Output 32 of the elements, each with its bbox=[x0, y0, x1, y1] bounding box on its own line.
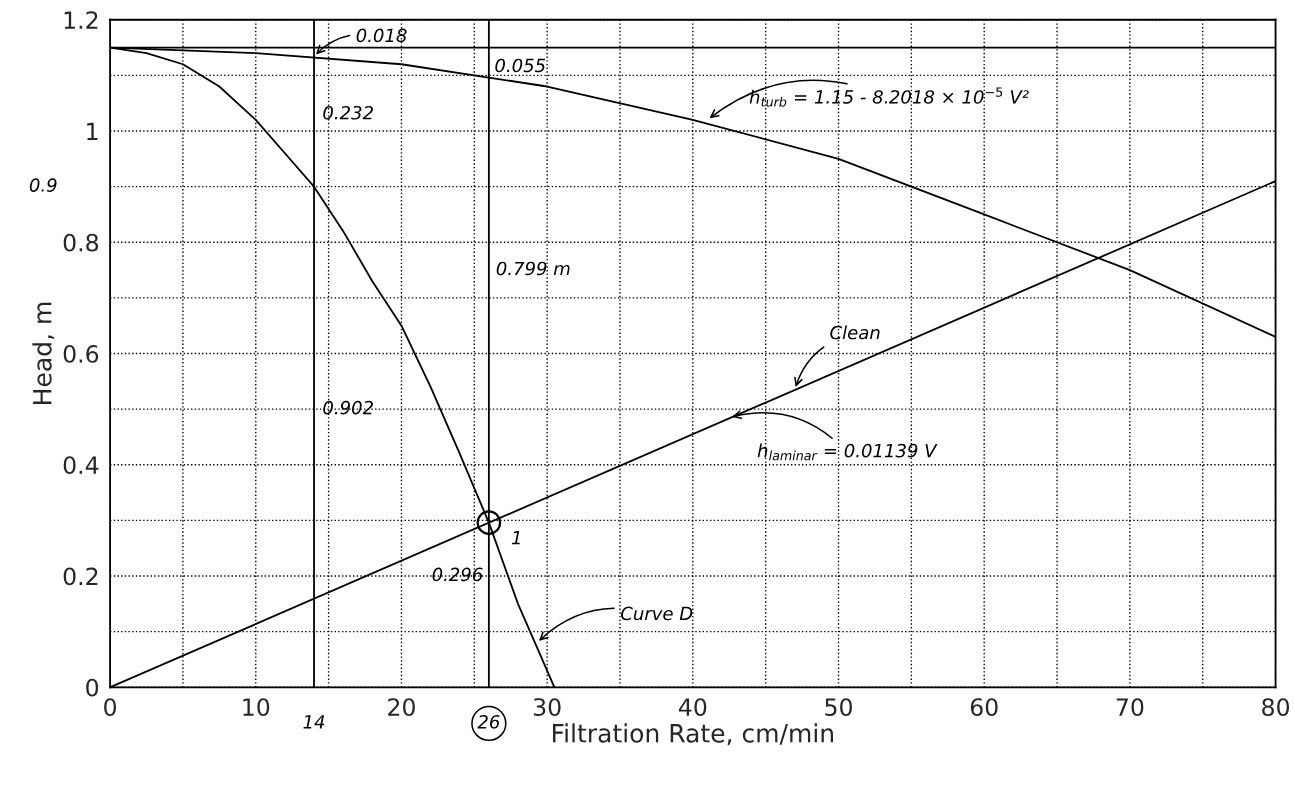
y-tick-label: 0.6 bbox=[63, 344, 99, 363]
x-tick-label: 80 bbox=[1262, 698, 1290, 716]
annotation: 0.296 bbox=[432, 567, 483, 582]
annotation: 0.902 bbox=[323, 400, 373, 415]
annotation: 0.018 bbox=[356, 28, 407, 43]
x-tick-label: 60 bbox=[970, 698, 998, 716]
annotation: 0.799 m bbox=[496, 261, 570, 276]
y-tick-label: 0.4 bbox=[63, 456, 99, 475]
y-axis-title: Head, m bbox=[32, 302, 55, 404]
annotation: Clean bbox=[830, 325, 880, 340]
x-tick-label: 40 bbox=[678, 698, 707, 716]
x-tick-label: 50 bbox=[825, 698, 852, 716]
annotation: 0.055 bbox=[495, 58, 546, 73]
y-tick-label: 0.8 bbox=[63, 233, 99, 252]
y-tick-label: 1 bbox=[87, 122, 98, 140]
annotation: h$_{laminar}$ = 0.01139 V bbox=[757, 443, 938, 461]
annotation: h$_{turb}$ = 1.15 - 8.2018 × 10$^{−5}$ V² bbox=[749, 87, 1029, 107]
y-tick-label: 0.2 bbox=[63, 567, 98, 586]
annotation: Curve D bbox=[621, 606, 693, 621]
annotation: 26 bbox=[477, 714, 500, 729]
x-tick-label: 70 bbox=[1116, 698, 1144, 716]
text: 0.9 bbox=[29, 178, 57, 192]
annotation: 14 bbox=[303, 715, 325, 729]
annotation: 0.232 bbox=[323, 105, 373, 120]
y-tick-label: 1.2 bbox=[64, 11, 98, 29]
y-tick-label: 0 bbox=[86, 678, 99, 697]
x-axis-title: Filtration Rate, cm/min bbox=[553, 723, 833, 746]
annotation: 1 bbox=[511, 531, 520, 545]
x-tick-label: 30 bbox=[533, 698, 561, 716]
x-tick-label: 0 bbox=[104, 698, 117, 716]
x-tick-label: 20 bbox=[388, 698, 415, 716]
x-tick-label: 10 bbox=[243, 698, 270, 716]
